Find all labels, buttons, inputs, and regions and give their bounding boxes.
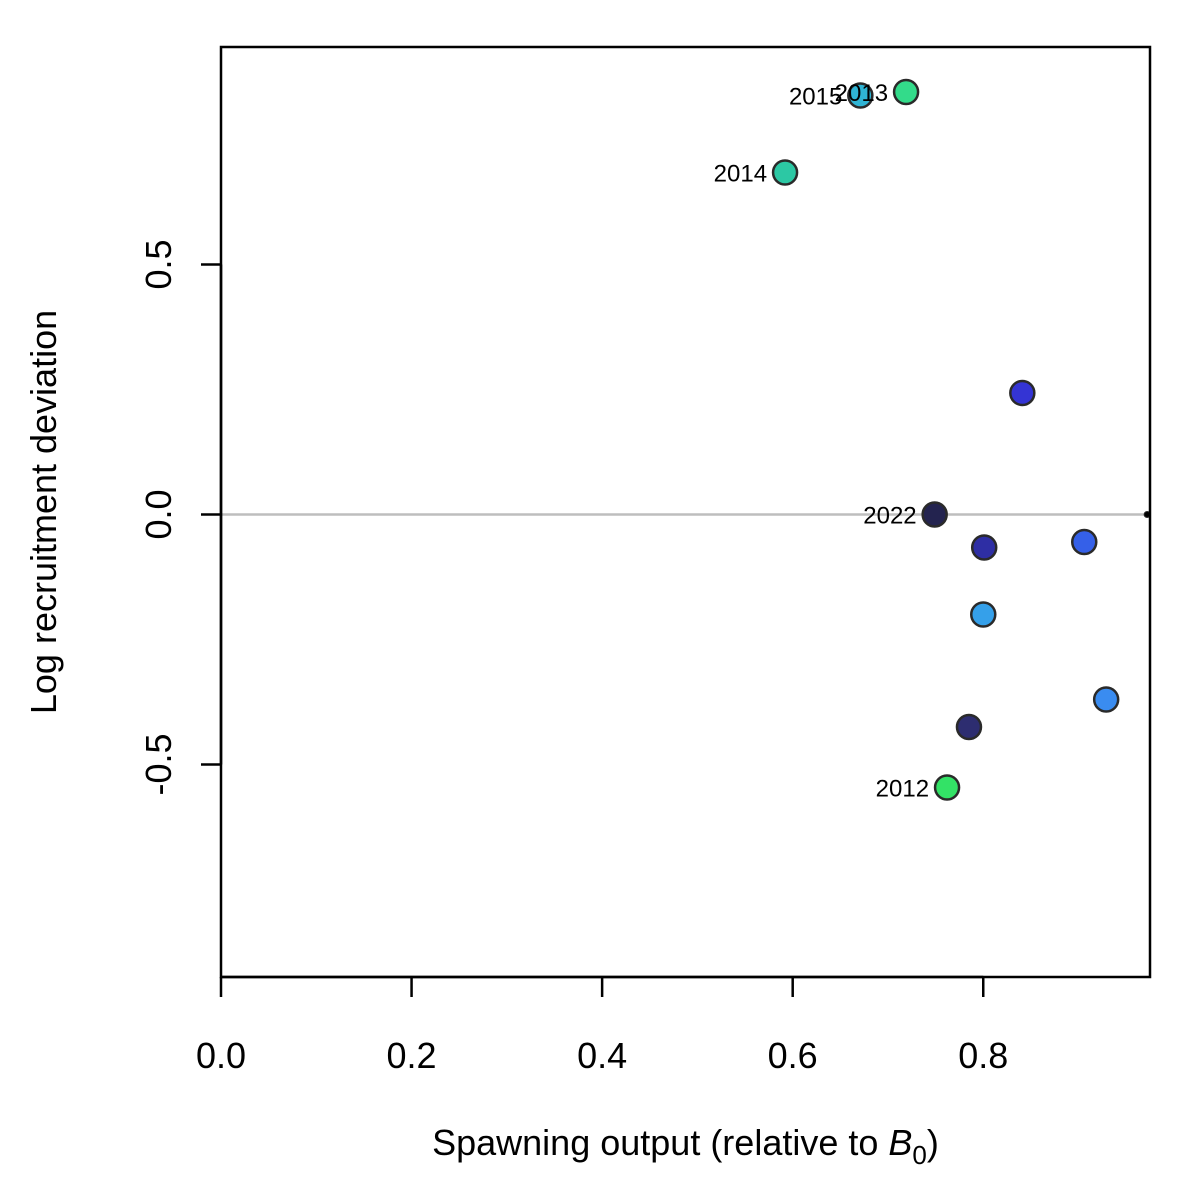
point-label: 2022 (863, 503, 916, 530)
point-label: 2014 (714, 161, 767, 188)
y-tick-label: 0.0 (138, 489, 179, 539)
data-point (892, 78, 920, 106)
x-tick-label: 0.2 (387, 1035, 437, 1076)
point-label: 2013 (835, 80, 888, 107)
data-point (970, 534, 998, 561)
data-point (1092, 686, 1120, 713)
point-label: 2015 (789, 84, 842, 111)
data-point (1009, 379, 1036, 407)
data-point (955, 713, 983, 741)
x-tick-label: 0.0 (196, 1035, 246, 1076)
x-axis: 0.0 0.2 0.4 0.6 0.8 (196, 975, 1008, 1076)
y-axis: -0.5 0.0 0.5 (138, 239, 223, 796)
data-point (847, 82, 874, 109)
plot-frame (219, 45, 1152, 979)
point-label: 2012 (876, 776, 929, 803)
x-axis-title: Spawning output (relative to B0) (432, 1122, 939, 1170)
x-axis-title-symbol: B (888, 1122, 912, 1163)
y-tick-label: 0.5 (138, 239, 179, 289)
x-axis-title-prefix: Spawning output (relative to (432, 1122, 888, 1163)
data-point (921, 501, 948, 528)
y-axis-title: Log recruitment deviation (23, 310, 64, 714)
x-tick-label: 0.4 (577, 1035, 627, 1076)
x-axis-title-subscript: 0 (912, 1140, 926, 1170)
x-tick-label: 0.8 (958, 1035, 1008, 1076)
data-point (1071, 528, 1098, 556)
data-point (970, 601, 997, 628)
data-point (933, 774, 961, 801)
y-tick-label: -0.5 (138, 733, 179, 795)
x-axis-title-suffix: ) (927, 1122, 939, 1163)
data-point (771, 159, 799, 186)
x-tick-label: 0.6 (768, 1035, 818, 1076)
